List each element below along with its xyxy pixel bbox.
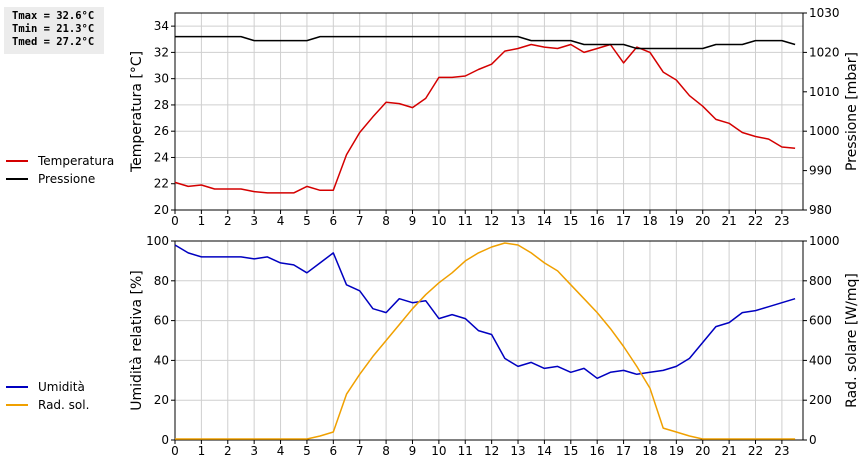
x-tick-label: 22 — [748, 214, 763, 228]
x-tick-label: 4 — [277, 214, 285, 228]
x-tick-label: 15 — [563, 444, 578, 458]
x-tick-label: 10 — [431, 444, 446, 458]
y-left-tick-label: 34 — [154, 19, 169, 33]
y-left-tick-label: 20 — [154, 203, 169, 217]
x-tick-label: 12 — [484, 214, 499, 228]
y-left-tick-label: 26 — [154, 124, 169, 138]
legend-label: Rad. sol. — [38, 398, 89, 412]
x-tick-label: 9 — [409, 214, 417, 228]
y-right-tick-label: 1000 — [809, 234, 840, 248]
y-right-axis-label: Rad. solare [W/mq] — [844, 273, 860, 408]
x-tick-label: 20 — [695, 444, 710, 458]
y-right-tick-label: 200 — [809, 393, 832, 407]
y-right-tick-label: 800 — [809, 274, 832, 288]
y-left-tick-label: 60 — [154, 314, 169, 328]
x-tick-label: 23 — [774, 444, 789, 458]
y-left-tick-label: 40 — [154, 353, 169, 367]
y-left-tick-label: 24 — [154, 150, 169, 164]
x-tick-label: 5 — [303, 214, 311, 228]
x-tick-label: 2 — [224, 444, 232, 458]
y-left-axis-label: Temperatura [°C] — [129, 51, 145, 173]
y-left-tick-label: 80 — [154, 274, 169, 288]
y-right-tick-label: 600 — [809, 314, 832, 328]
x-tick-label: 0 — [171, 214, 179, 228]
y-right-tick-label: 1010 — [809, 85, 840, 99]
plot-frame — [174, 240, 804, 441]
x-tick-label: 15 — [563, 214, 578, 228]
y-right-tick-label: 1000 — [809, 124, 840, 138]
y-right-tick-label: 1020 — [809, 45, 840, 59]
x-tick-label: 3 — [250, 444, 258, 458]
x-tick-label: 10 — [431, 214, 446, 228]
x-tick-label: 13 — [510, 214, 525, 228]
series-line-1 — [174, 43, 796, 194]
x-tick-label: 3 — [250, 214, 258, 228]
x-tick-label: 23 — [774, 214, 789, 228]
x-tick-label: 21 — [721, 214, 736, 228]
y-right-tick-label: 1030 — [809, 6, 840, 20]
x-tick-label: 11 — [458, 214, 473, 228]
x-tick-label: 14 — [537, 214, 552, 228]
x-tick-label: 4 — [277, 444, 285, 458]
legend-label: Temperatura — [37, 154, 114, 168]
y-left-tick-label: 30 — [154, 72, 169, 86]
x-tick-label: 11 — [458, 444, 473, 458]
y-right-axis-label: Pressione [mbar] — [844, 52, 860, 171]
x-tick-label: 16 — [590, 444, 605, 458]
x-tick-label: 19 — [669, 214, 684, 228]
tmed-label: Tmed = 27.2°C — [12, 36, 95, 48]
x-tick-label: 6 — [329, 214, 337, 228]
x-tick-label: 18 — [642, 214, 657, 228]
series-line-1 — [174, 244, 796, 380]
y-left-axis-label: Umidità relativa [%] — [129, 270, 145, 411]
legend-label: Pressione — [38, 172, 95, 186]
y-right-tick-label: 990 — [809, 164, 832, 178]
x-tick-label: 2 — [224, 214, 232, 228]
chart-panel-1: 0 1 2 3 4 5 6 7 8 9 10 11 12 13 14 15 16 17 18 19 20 21 22 2320… — [6, 6, 860, 228]
y-left-tick-label: 32 — [154, 45, 169, 59]
x-tick-label: 7 — [356, 444, 364, 458]
y-right-tick-label: 980 — [809, 203, 832, 217]
y-left-tick-label: 22 — [154, 177, 169, 191]
x-tick-label: 22 — [748, 444, 763, 458]
x-tick-label: 17 — [616, 214, 631, 228]
x-tick-label: 21 — [721, 444, 736, 458]
y-right-tick-label: 0 — [809, 433, 817, 447]
y-left-tick-label: 28 — [154, 98, 169, 112]
y-right-tick-label: 400 — [809, 353, 832, 367]
y-left-tick-label: 0 — [161, 433, 169, 447]
tmin-label: Tmin = 21.3°C — [12, 23, 95, 35]
x-tick-label: 9 — [409, 444, 417, 458]
x-tick-label: 8 — [382, 214, 390, 228]
x-tick-label: 17 — [616, 444, 631, 458]
x-tick-label: 18 — [642, 444, 657, 458]
plot-frame — [174, 12, 804, 211]
x-tick-label: 8 — [382, 444, 390, 458]
x-tick-label: 12 — [484, 444, 499, 458]
x-tick-label: 19 — [669, 444, 684, 458]
y-left-tick-label: 100 — [146, 234, 169, 248]
x-tick-label: 6 — [329, 444, 337, 458]
tmax-label: Tmax = 32.6°C — [12, 10, 95, 22]
x-tick-label: 7 — [356, 214, 364, 228]
x-tick-label: 1 — [198, 214, 206, 228]
x-tick-label: 5 — [303, 444, 311, 458]
x-tick-label: 13 — [510, 444, 525, 458]
x-tick-label: 16 — [590, 214, 605, 228]
stats-box: Tmax = 32.6°C Tmin = 21.3°C Tmed = 27.2°… — [4, 7, 104, 54]
x-tick-label: 1 — [198, 444, 206, 458]
x-tick-label: 0 — [171, 444, 179, 458]
y-left-tick-label: 20 — [154, 393, 169, 407]
x-tick-label: 14 — [537, 444, 552, 458]
series-line-2 — [175, 35, 796, 50]
chart-panel-2: 0 1 2 3 4 5 6 7 8 9 10 11 12 13 14 15 16 17 18 19 20 21 22 2302… — [6, 234, 860, 458]
series-line-2 — [175, 242, 796, 440]
legend-label: Umidità — [38, 380, 85, 394]
x-tick-label: 20 — [695, 214, 710, 228]
